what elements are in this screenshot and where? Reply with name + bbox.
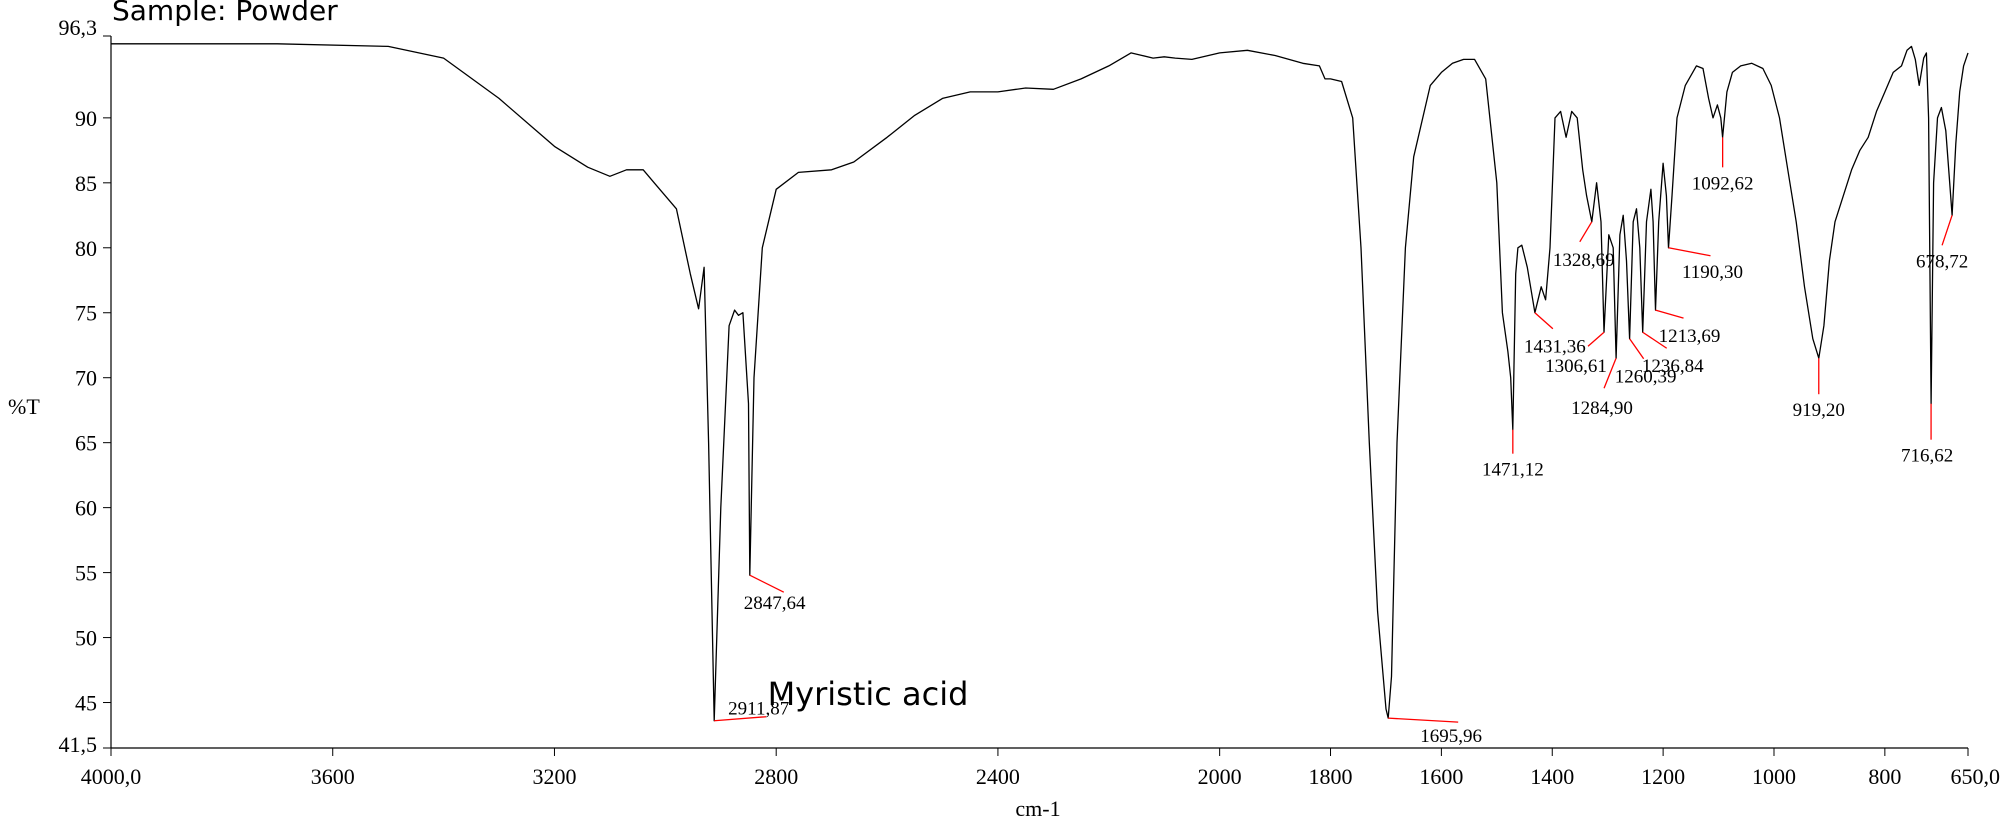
x-tick-label: 4000,0 <box>81 764 142 789</box>
peak-marker-line <box>1629 338 1645 360</box>
peak-marker-line <box>1642 331 1668 349</box>
y-tick-label: 45 <box>75 691 97 716</box>
y-tick-label: 50 <box>75 626 97 651</box>
peak-label: 1471,12 <box>1482 460 1544 481</box>
y-tick-label: 55 <box>75 561 97 586</box>
x-axis-ticks: 4000,0 3600 3200 2800 2400 2000 1800 1600 1400 12… <box>81 748 2000 789</box>
x-tick-label: 2800 <box>754 764 798 789</box>
x-tick-label: 2400 <box>976 764 1020 789</box>
peak-label: 1236,84 <box>1642 356 1704 377</box>
peak-label: 1431,36 <box>1524 337 1586 358</box>
x-tick-label: 3200 <box>532 764 576 789</box>
spectrum-series <box>111 43 1969 722</box>
peak-marker-line <box>1668 247 1711 257</box>
peak-marker-line <box>1587 331 1605 347</box>
peak-label: 2911,87 <box>728 699 789 720</box>
x-tick-label: 1400 <box>1530 764 1574 789</box>
peak-label: 716,62 <box>1901 446 1953 467</box>
chart-axes <box>110 36 1968 749</box>
y-tick-label: 85 <box>75 171 97 196</box>
peak-label: 2847,64 <box>744 593 806 614</box>
chart-title: Sample: Powder <box>112 0 338 27</box>
x-tick-label: 1000 <box>1752 764 1796 789</box>
peak-marker-line <box>1603 357 1617 389</box>
peak-marker-line <box>1579 221 1593 243</box>
peak-marker-line <box>749 574 785 593</box>
y-tick-label: 75 <box>75 301 97 326</box>
y-tick-label: 41,5 <box>59 732 98 757</box>
peak-label: 919,20 <box>1793 400 1845 421</box>
x-tick-label: 800 <box>1868 764 1901 789</box>
peak-label: 1328,69 <box>1553 250 1615 271</box>
x-tick-label: 650,0 <box>1951 764 2001 789</box>
peak-marker-line <box>1534 312 1554 330</box>
y-axis-ticks: 96,3 90 85 80 75 70 65 60 55 50 45 41,5 <box>59 15 111 757</box>
x-tick-label: 3600 <box>311 764 355 789</box>
sample-name-annotation: Myristic acid <box>768 675 969 713</box>
y-tick-label: 60 <box>75 496 97 521</box>
x-axis-label: cm-1 <box>1015 796 1060 820</box>
peak-marker-line <box>1388 717 1459 723</box>
peak-annotations: 2911,87 2847,64 1695,96 1471,12 1431,36 1328,… <box>714 137 1968 747</box>
y-tick-label: 70 <box>75 366 97 391</box>
peak-marker-line <box>1655 309 1684 319</box>
x-tick-label: 1800 <box>1309 764 1353 789</box>
peak-label: 1190,30 <box>1682 262 1743 283</box>
y-tick-label: 90 <box>75 106 97 131</box>
x-tick-label: 1200 <box>1641 764 1685 789</box>
peak-label: 678,72 <box>1916 251 1968 272</box>
peak-marker-line <box>1941 215 1953 246</box>
y-tick-label: 65 <box>75 431 97 456</box>
peak-marker-line <box>714 716 767 722</box>
y-tick-label: 80 <box>75 236 97 261</box>
peak-label: 1306,61 <box>1545 356 1607 377</box>
spectrum-line <box>111 43 1969 722</box>
x-tick-label: 1600 <box>1419 764 1463 789</box>
peak-label: 1284,90 <box>1571 398 1633 419</box>
peak-label: 1695,96 <box>1420 726 1482 747</box>
x-tick-label: 2000 <box>1198 764 1242 789</box>
y-tick-label: 96,3 <box>59 15 98 40</box>
peak-label: 1260,39 <box>1615 367 1677 388</box>
peak-label: 1213,69 <box>1659 326 1721 347</box>
peak-label: 1092,62 <box>1692 173 1754 194</box>
y-axis-label: %T <box>8 394 40 419</box>
